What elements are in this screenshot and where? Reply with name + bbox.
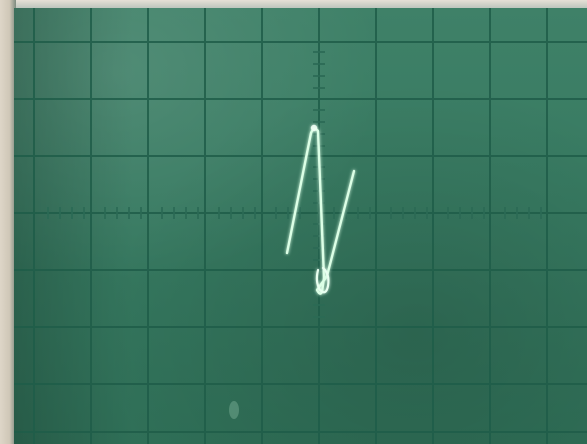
trace-waveform [285, 127, 356, 295]
screen-top-bezel [0, 0, 587, 9]
graticule-grid [14, 8, 587, 444]
oscilloscope-trace [285, 124, 356, 295]
trace-peak-dot [310, 124, 318, 132]
screen-left-bezel [0, 0, 16, 444]
screen-glare [229, 401, 239, 419]
screen-shading [14, 8, 134, 444]
trace-bottom-loop [315, 266, 330, 294]
